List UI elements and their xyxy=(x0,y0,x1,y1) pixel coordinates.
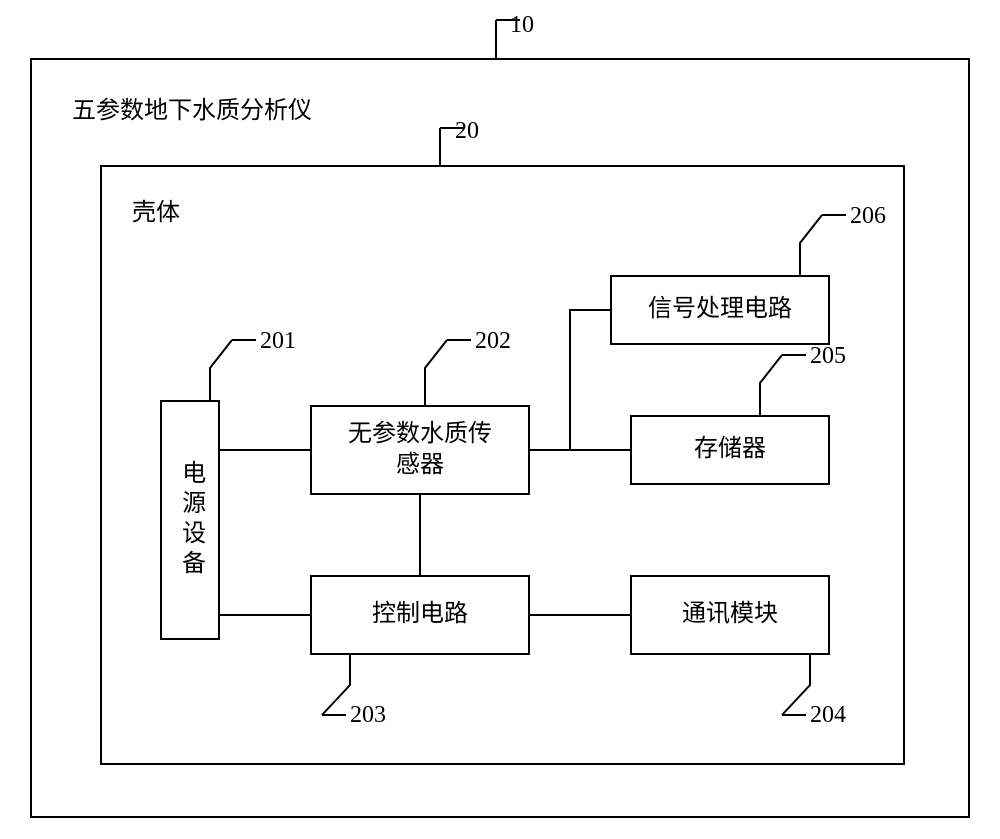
callout-202: 202 xyxy=(475,328,511,355)
inner-box-title: 壳体 xyxy=(132,192,180,227)
node-memory: 存储器 xyxy=(630,415,830,485)
node-sigproc-label: 信号处理电路 xyxy=(648,294,792,325)
node-comm-label: 通讯模块 xyxy=(682,599,778,630)
callout-204: 204 xyxy=(810,702,846,729)
callout-10: 10 xyxy=(510,12,534,39)
node-memory-label: 存储器 xyxy=(694,434,766,465)
node-control: 控制电路 xyxy=(310,575,530,655)
node-power: 电源设备 xyxy=(160,400,220,640)
node-control-label: 控制电路 xyxy=(372,599,468,630)
outer-box-title: 五参数地下水质分析仪 xyxy=(72,90,312,125)
callout-205: 205 xyxy=(810,343,846,370)
node-sigproc: 信号处理电路 xyxy=(610,275,830,345)
node-sensor-label: 无参数水质传感器 xyxy=(348,419,492,481)
callout-203: 203 xyxy=(350,702,386,729)
callout-201: 201 xyxy=(260,328,296,355)
node-power-label: 电源设备 xyxy=(174,460,205,580)
callout-206: 206 xyxy=(850,203,886,230)
node-comm: 通讯模块 xyxy=(630,575,830,655)
node-sensor: 无参数水质传感器 xyxy=(310,405,530,495)
callout-20: 20 xyxy=(455,118,479,145)
